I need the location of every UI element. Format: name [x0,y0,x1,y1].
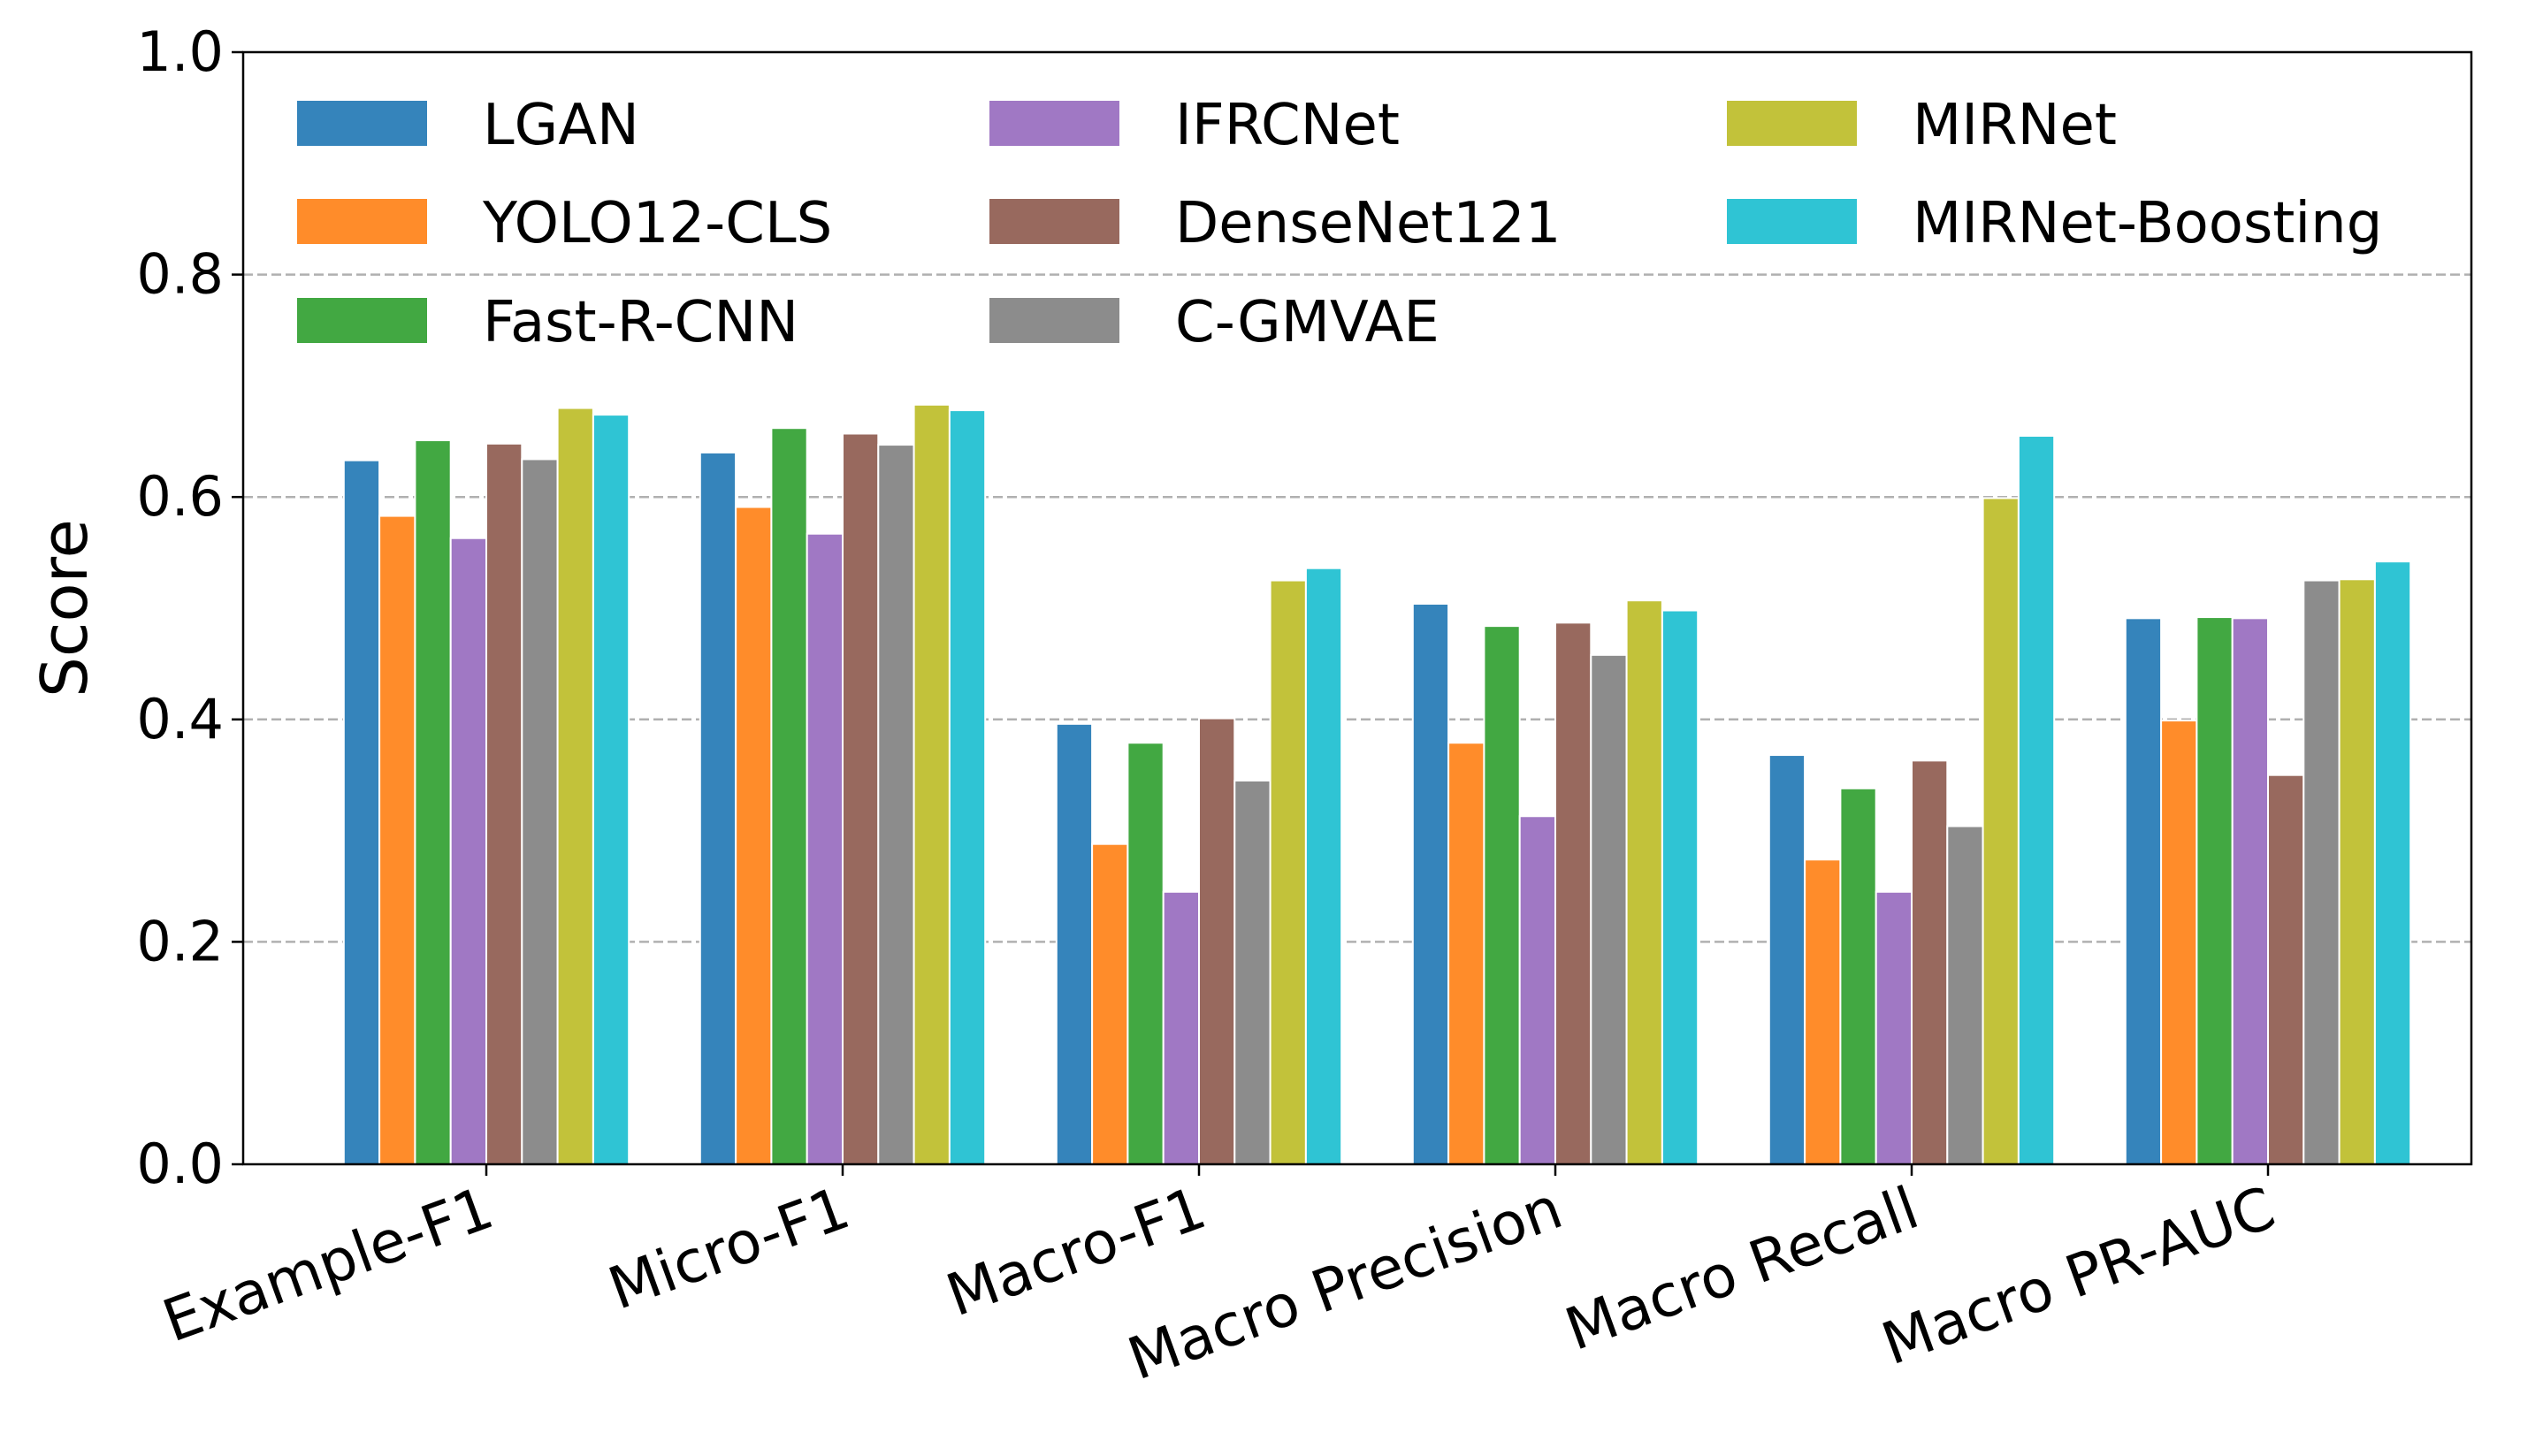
x-tick-label: Macro Recall [1557,1174,1928,1364]
bar-fast-r-cnn [770,427,808,1166]
legend-label: C-GMVAE [1175,290,1440,355]
bar-fast-r-cnn [1839,787,1877,1166]
bar-yolo12-cls [2160,720,2198,1165]
bar-fast-r-cnn [1483,625,1521,1165]
bar-yolo12-cls [1447,742,1485,1166]
x-tick-label: Macro PR-AUC [1874,1174,2284,1379]
bar-mirnet [1982,497,2020,1165]
legend-item: LGAN [297,93,639,158]
legend-swatch [297,199,427,244]
bar-mirnet-boosting [592,414,630,1166]
y-tick-label: 0.8 [136,242,224,307]
legend-item: MIRNet [1727,93,2117,158]
bar-lgan [342,459,381,1165]
bar-ifrcnet [1875,890,1913,1165]
bar-lgan [699,451,737,1165]
y-tick-label: 1.0 [136,19,224,84]
bar-c-gmvae [877,444,915,1166]
y-axis-label: Score [27,519,102,698]
legend-swatch [989,298,1119,343]
y-axis-ticks: 0.0 0.2 0.4 0.6 0.8 1.0 [136,19,243,1196]
legend-label: Fast-R-CNN [483,290,798,355]
bar-mirnet [913,403,951,1165]
bar-densenet121 [842,432,880,1165]
bar-c-gmvae [1590,653,1628,1165]
bar-yolo12-cls [1091,842,1129,1165]
legend-label: MIRNet [1913,93,2117,158]
legend-swatch [1727,101,1857,146]
bar-yolo12-cls [1804,858,1842,1165]
bar-ifrcnet [2231,617,2269,1165]
x-tick-label: Example-F1 [155,1174,502,1356]
legend-item: IFRCNet [989,93,1400,158]
legend-label: YOLO12-CLS [482,191,832,256]
bar-lgan [1768,754,1806,1166]
legend-swatch [989,199,1119,244]
bar-densenet121 [1198,717,1236,1165]
x-tick-label: Micro-F1 [600,1174,859,1323]
bar-lgan [2124,617,2163,1165]
legend-item: Fast-R-CNN [297,290,798,355]
bar-densenet121 [1554,621,1592,1165]
legend-item: YOLO12-CLS [297,191,832,256]
legend-label: MIRNet-Boosting [1913,191,2382,256]
bar-c-gmvae [1946,825,1984,1165]
x-tick-label: Macro-F1 [938,1174,1215,1330]
bar-fast-r-cnn [1126,742,1165,1166]
y-tick-label: 0.0 [136,1132,224,1196]
legend-swatch [989,101,1119,146]
y-tick-label: 0.4 [136,687,224,751]
bar-c-gmvae [2302,579,2341,1165]
legend-label: LGAN [483,93,639,158]
legend-swatch [1727,199,1857,244]
bar-ifrcnet [1518,815,1556,1165]
bar-lgan [1055,722,1094,1165]
bar-ifrcnet [806,532,844,1165]
bar-densenet121 [2267,774,2305,1165]
bar-fast-r-cnn [2196,616,2234,1165]
y-tick-label: 0.2 [136,909,224,973]
bar-densenet121 [1911,759,1949,1165]
legend-label: IFRCNet [1175,93,1400,158]
bar-lgan [1411,602,1450,1165]
bar-yolo12-cls [378,515,416,1165]
bar-mirnet [1625,599,1663,1165]
legend-swatch [297,298,427,343]
bar-mirnet-boosting [948,409,987,1165]
bar-c-gmvae [521,458,559,1165]
legend-swatch [297,101,427,146]
bar-yolo12-cls [735,506,773,1165]
bar-ifrcnet [449,537,488,1165]
legend-item: MIRNet-Boosting [1727,191,2382,256]
bar-mirnet-boosting [1304,567,1343,1165]
legend: LGAN YOLO12-CLS Fast-R-CNN IFRCNet DenseNet1… [297,93,2382,355]
bar-ifrcnet [1162,890,1200,1165]
bar-mirnet [2338,578,2376,1165]
legend-item: DenseNet121 [989,191,1561,256]
legend-label: DenseNet121 [1175,191,1561,256]
bar-mirnet-boosting [2017,435,2056,1165]
bar-mirnet [556,407,594,1165]
y-tick-label: 0.6 [136,464,224,529]
bar-mirnet-boosting [2373,560,2412,1165]
bar-densenet121 [485,442,523,1166]
bar-mirnet-boosting [1661,609,1699,1165]
bars [342,403,2412,1166]
bar-fast-r-cnn [414,439,452,1165]
bar-c-gmvae [1233,779,1272,1165]
legend-item: C-GMVAE [989,290,1440,355]
plot-frame [241,50,2473,1166]
bar-mirnet [1269,579,1307,1165]
